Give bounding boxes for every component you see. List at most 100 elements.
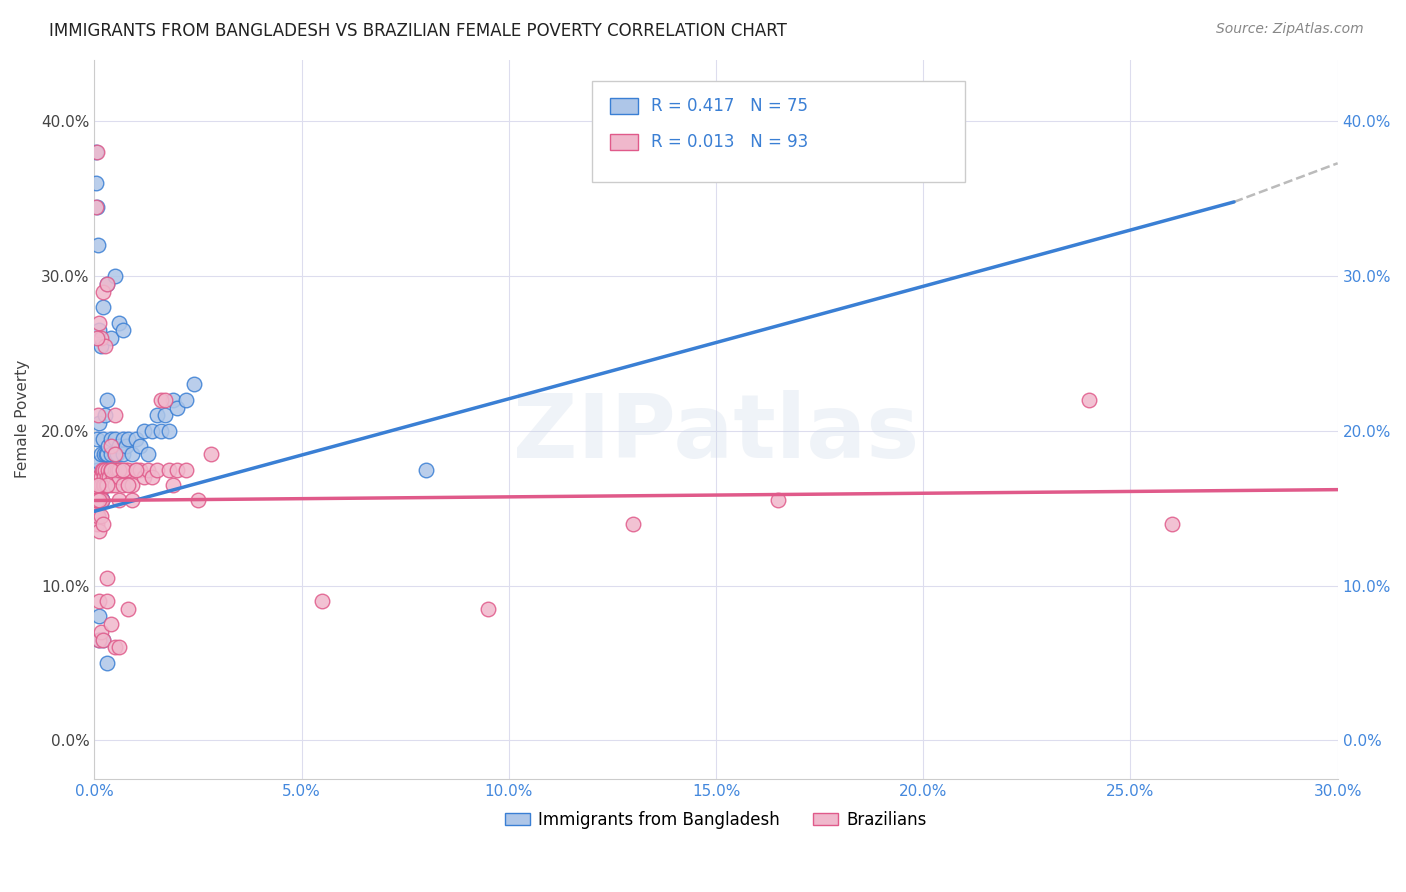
Point: [86, 462, 108, 476]
Point: [100, 462, 122, 476]
Point: [87, 416, 110, 430]
Point: [121, 493, 143, 508]
Point: [114, 462, 136, 476]
Point: [96, 594, 118, 608]
Point: [87, 470, 110, 484]
Point: [100, 478, 122, 492]
Point: [912, 145, 935, 160]
Point: [96, 277, 118, 291]
Point: [93, 470, 115, 484]
Point: [141, 470, 163, 484]
Point: [157, 424, 180, 438]
Point: [96, 277, 118, 291]
Point: [145, 462, 167, 476]
Point: [90, 339, 112, 353]
Text: Source: ZipAtlas.com: Source: ZipAtlas.com: [1216, 22, 1364, 37]
Point: [129, 462, 152, 476]
Text: R = 0.013   N = 93: R = 0.013 N = 93: [651, 133, 808, 152]
Point: [84, 493, 107, 508]
Point: [94, 462, 117, 476]
Point: [94, 339, 117, 353]
Point: [89, 493, 111, 508]
Point: [97, 462, 120, 476]
Point: [114, 439, 136, 453]
Point: [125, 462, 148, 476]
Point: [104, 269, 127, 284]
Point: [101, 462, 124, 476]
Point: [97, 462, 120, 476]
Point: [87, 470, 110, 484]
Point: [108, 462, 131, 476]
Point: [104, 447, 127, 461]
Point: [100, 432, 122, 446]
Legend: Immigrants from Bangladesh, Brazilians: Immigrants from Bangladesh, Brazilians: [498, 804, 934, 835]
Point: [134, 424, 156, 438]
Point: [108, 316, 131, 330]
Point: [84, 493, 107, 508]
Point: [94, 462, 117, 476]
Point: [91, 632, 114, 647]
Point: [766, 493, 789, 508]
Bar: [610, 98, 638, 114]
Point: [415, 462, 437, 476]
Point: [100, 447, 122, 461]
Point: [157, 462, 180, 476]
Point: [91, 470, 114, 484]
Point: [121, 478, 143, 492]
Point: [90, 624, 112, 639]
Point: [141, 424, 163, 438]
Point: [129, 439, 152, 453]
Point: [90, 493, 112, 508]
Point: [162, 478, 184, 492]
Point: [96, 656, 118, 670]
Point: [1078, 392, 1101, 407]
Point: [87, 524, 110, 539]
Point: [89, 493, 111, 508]
Point: [121, 447, 143, 461]
Point: [621, 516, 644, 531]
Point: [100, 439, 122, 453]
Point: [96, 571, 118, 585]
Point: [86, 516, 108, 531]
Point: [100, 462, 122, 476]
Point: [98, 462, 121, 476]
Point: [93, 462, 115, 476]
Point: [138, 447, 160, 461]
Point: [104, 640, 127, 655]
Point: [87, 485, 110, 500]
Point: [90, 493, 112, 508]
Point: [90, 470, 112, 484]
Point: [145, 409, 167, 423]
Point: [96, 392, 118, 407]
Point: [117, 462, 139, 476]
Point: [91, 432, 114, 446]
Point: [87, 493, 110, 508]
Text: IMMIGRANTS FROM BANGLADESH VS BRAZILIAN FEMALE POVERTY CORRELATION CHART: IMMIGRANTS FROM BANGLADESH VS BRAZILIAN …: [49, 22, 787, 40]
Point: [108, 462, 131, 476]
Point: [166, 462, 188, 476]
Point: [108, 462, 131, 476]
Point: [105, 462, 128, 476]
Point: [86, 200, 108, 214]
Point: [84, 145, 107, 160]
Point: [89, 493, 111, 508]
Point: [162, 392, 184, 407]
Point: [94, 409, 117, 423]
Point: [112, 462, 135, 476]
Point: [108, 493, 131, 508]
Point: [90, 493, 112, 508]
Point: [86, 493, 108, 508]
Point: [86, 145, 108, 160]
Point: [108, 439, 131, 453]
Point: [96, 470, 118, 484]
Point: [90, 462, 112, 476]
Point: [100, 617, 122, 632]
Point: [87, 609, 110, 624]
Point: [86, 478, 108, 492]
Point: [311, 594, 333, 608]
Point: [87, 478, 110, 492]
Point: [94, 478, 117, 492]
Point: [174, 462, 197, 476]
Point: [89, 493, 111, 508]
Point: [84, 200, 107, 214]
